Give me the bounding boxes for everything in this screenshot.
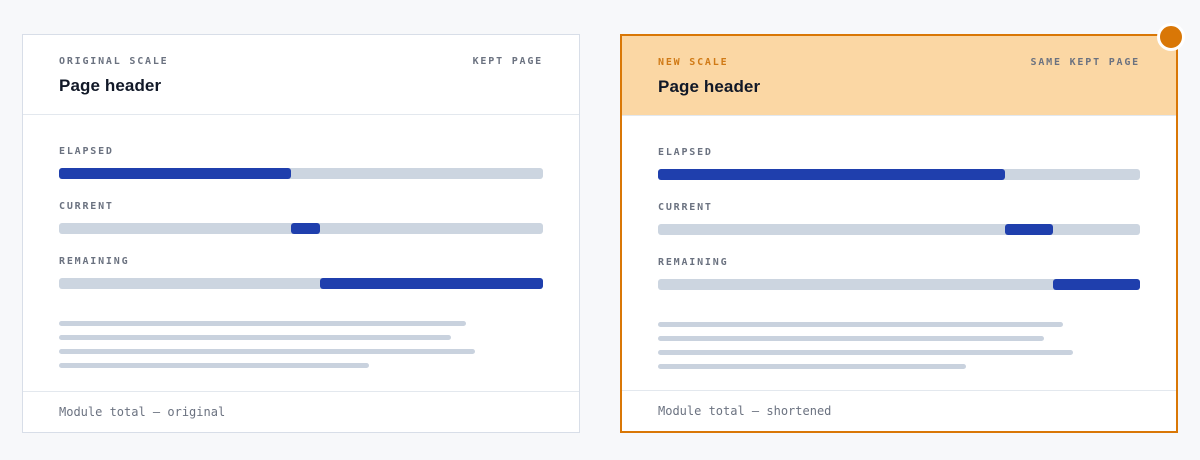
module-total-label: Module total — original — [59, 405, 226, 419]
progress-group-remaining: REMAINING — [59, 256, 543, 289]
skeleton-line — [658, 336, 1044, 341]
progress-fill — [1005, 224, 1054, 235]
card-eyebrow: ORIGINAL SCALE — [59, 56, 169, 67]
skeleton-line — [658, 350, 1073, 355]
progress-fill — [291, 223, 321, 234]
skeleton-line — [59, 321, 466, 326]
kept-page-tag: KEPT PAGE — [472, 56, 543, 67]
progress-fill — [59, 168, 292, 179]
bar-label: REMAINING — [59, 256, 130, 267]
module-total-label: Module total — shortened — [658, 404, 832, 418]
progress-track — [59, 168, 543, 179]
progress-fill — [658, 169, 1006, 180]
progress-group-current: CURRENT — [59, 201, 543, 234]
corner-dot-badge[interactable] — [1157, 23, 1185, 51]
card-new-scale: NEW SCALE SAME KEPT PAGE Page header ELA… — [620, 23, 1185, 433]
card-eyebrow: NEW SCALE — [658, 57, 729, 68]
card-body: ELAPSED CURRENT REMAINING — [622, 116, 1176, 390]
kept-page-tag: SAME KEPT PAGE — [1030, 57, 1140, 68]
skeleton-text-block — [59, 321, 543, 368]
module-total-footer: Module total — shortened — [622, 390, 1176, 431]
bar-label: CURRENT — [658, 202, 713, 213]
card-header: ORIGINAL SCALE KEPT PAGE Page header — [23, 35, 579, 115]
progress-fill — [320, 278, 543, 289]
page-title: Page header — [59, 76, 162, 95]
card-body: ELAPSED CURRENT REMAINING — [23, 115, 579, 391]
progress-track — [658, 169, 1140, 180]
progress-group-elapsed: ELAPSED — [658, 147, 1140, 180]
module-total-footer: Module total — original — [23, 391, 579, 432]
progress-group-remaining: REMAINING — [658, 257, 1140, 290]
skeleton-line — [59, 335, 452, 340]
skeleton-line — [59, 363, 369, 368]
skeleton-text-block — [658, 322, 1140, 369]
progress-track — [658, 279, 1140, 290]
progress-track — [59, 278, 543, 289]
skeleton-line — [59, 349, 476, 354]
progress-fill — [1053, 279, 1140, 290]
progress-group-current: CURRENT — [658, 202, 1140, 235]
bar-label: ELAPSED — [658, 147, 713, 158]
progress-track — [658, 224, 1140, 235]
bar-label: REMAINING — [658, 257, 729, 268]
progress-track — [59, 223, 543, 234]
progress-group-elapsed: ELAPSED — [59, 146, 543, 179]
page-title: Page header — [658, 77, 761, 96]
bar-label: ELAPSED — [59, 146, 114, 157]
skeleton-line — [658, 322, 1063, 327]
bar-label: CURRENT — [59, 201, 114, 212]
card-header: NEW SCALE SAME KEPT PAGE Page header — [622, 36, 1176, 116]
skeleton-line — [658, 364, 967, 369]
card-original-scale: ORIGINAL SCALE KEPT PAGE Page header ELA… — [22, 34, 580, 433]
